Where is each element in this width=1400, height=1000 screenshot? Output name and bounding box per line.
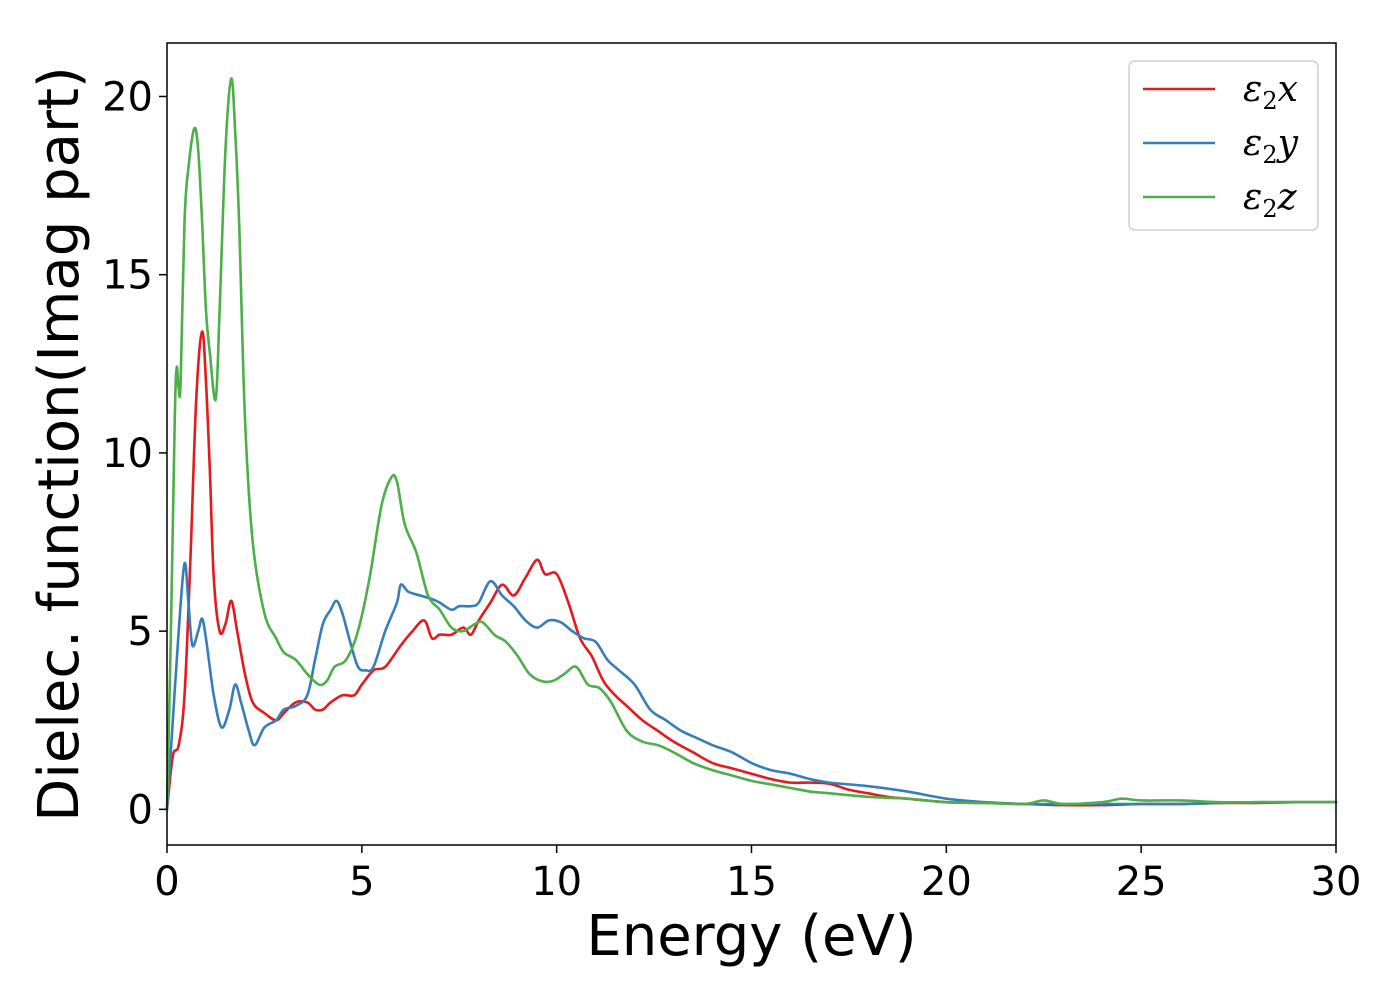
y-tick-label: 10 xyxy=(102,431,153,477)
x-tick-label: 20 xyxy=(921,859,972,905)
series-line-2 xyxy=(165,561,1338,811)
y-tick-label: 20 xyxy=(102,74,153,120)
legend-label-1: ε2x xyxy=(1243,69,1298,115)
x-tick-label: 30 xyxy=(1311,859,1362,905)
legend-label-2: ε2y xyxy=(1243,123,1299,169)
x-tick-label: 5 xyxy=(349,859,374,905)
y-tick-label: 15 xyxy=(102,253,153,299)
y-axis-title: Dielec. function(Imag part) xyxy=(27,66,92,822)
legend-box xyxy=(1128,60,1319,231)
series-lines xyxy=(165,77,1338,811)
y-tick-label: 5 xyxy=(128,609,153,655)
y-axis-ticks: 0 5 10 15 20 xyxy=(102,74,167,833)
x-tick-label: 0 xyxy=(154,859,179,905)
legend: ε2x ε2y ε2z xyxy=(1128,60,1319,231)
x-axis-title: Energy (eV) xyxy=(586,904,916,969)
x-tick-label: 10 xyxy=(531,859,582,905)
series-line-1 xyxy=(165,330,1338,811)
y-tick-label: 0 xyxy=(128,787,153,833)
x-tick-label: 25 xyxy=(1116,859,1167,905)
legend-label-3: ε2z xyxy=(1243,177,1298,223)
x-tick-label: 15 xyxy=(726,859,777,905)
x-axis-ticks: 0 5 10 15 20 25 30 xyxy=(154,845,1361,905)
series-line-3 xyxy=(165,77,1338,811)
